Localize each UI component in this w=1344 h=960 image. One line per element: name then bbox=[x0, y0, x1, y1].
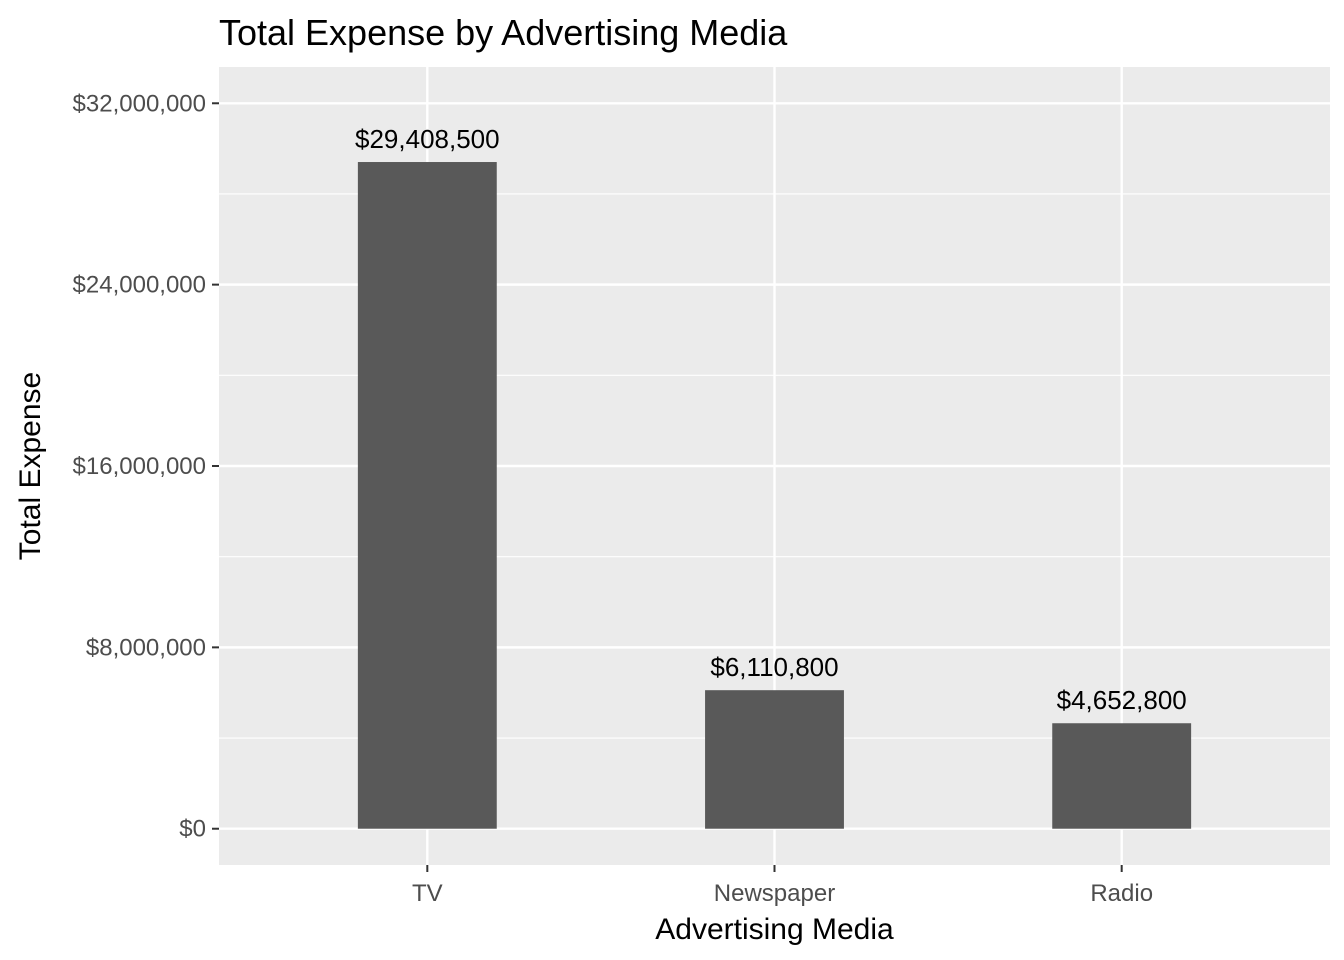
data-labels: $29,408,500 $6,110,800 $4,652,800 bbox=[355, 124, 1187, 715]
x-tick-label: Newspaper bbox=[714, 880, 835, 907]
y-tick-label: $24,000,000 bbox=[73, 272, 206, 299]
y-tick-label: $8,000,000 bbox=[86, 634, 206, 661]
y-axis-title: Total Expense bbox=[14, 372, 47, 560]
bars bbox=[357, 162, 1192, 829]
chart-title: Total Expense by Advertising Media bbox=[219, 12, 788, 53]
bar-tv bbox=[357, 162, 497, 829]
y-tick-label: $0 bbox=[179, 816, 206, 843]
y-axis: $0 $8,000,000 $16,000,000 $24,000,000 $32,00… bbox=[73, 90, 219, 843]
x-axis-title: Advertising Media bbox=[655, 913, 894, 946]
x-tick-label: TV bbox=[412, 880, 443, 907]
data-label-newspaper: $6,110,800 bbox=[710, 652, 838, 682]
data-label-radio: $4,652,800 bbox=[1057, 685, 1187, 715]
data-label-tv: $29,408,500 bbox=[355, 124, 500, 154]
bar-newspaper bbox=[705, 690, 844, 829]
bar-radio bbox=[1052, 723, 1192, 829]
y-tick-label: $32,000,000 bbox=[73, 90, 206, 117]
x-tick-label: Radio bbox=[1090, 880, 1153, 907]
x-axis: TV Newspaper Radio bbox=[412, 865, 1153, 907]
y-tick-label: $16,000,000 bbox=[73, 453, 206, 480]
